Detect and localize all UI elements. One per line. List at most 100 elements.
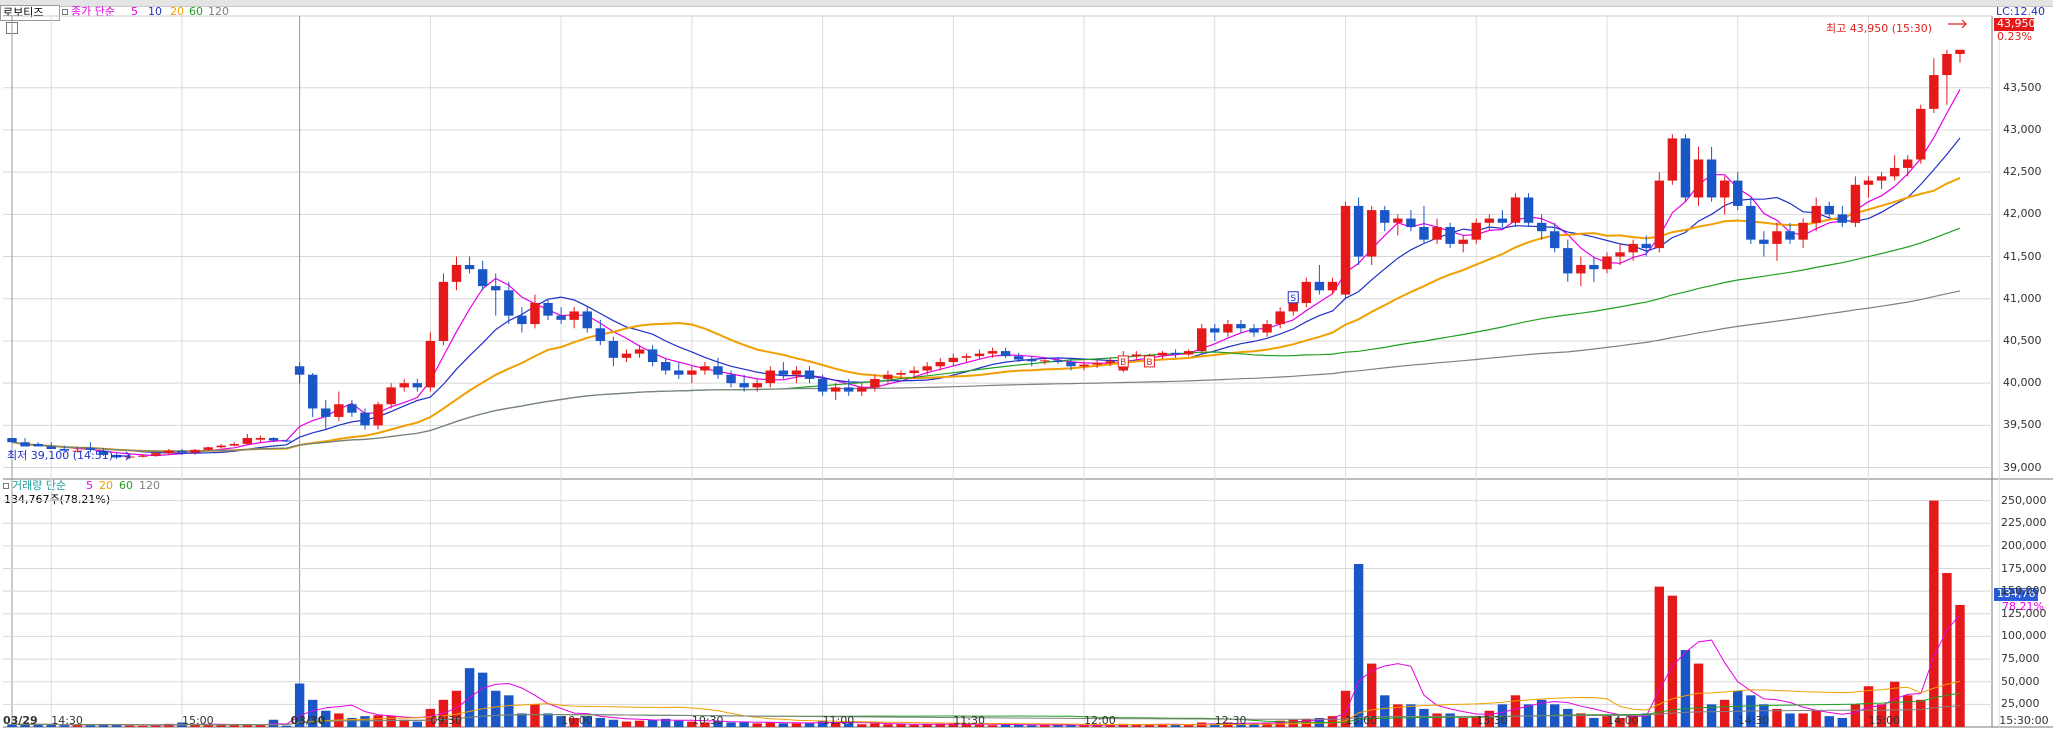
volume-bar — [883, 724, 893, 727]
volume-bar — [1013, 724, 1024, 727]
candle-body — [412, 383, 422, 388]
volume-bar — [674, 720, 684, 727]
candle-body — [647, 349, 658, 363]
volume-tick-label: 175,000 — [2001, 561, 2047, 575]
candle-body — [713, 366, 723, 375]
ma60-legend[interactable]: 60 — [189, 5, 203, 18]
volume-bar — [948, 723, 959, 727]
candle-body — [1733, 180, 1743, 206]
candle-body — [817, 378, 828, 392]
candle-body — [1902, 159, 1913, 168]
candle-body — [1183, 351, 1194, 355]
candle-body — [844, 387, 854, 392]
volume-info: 134,767주(78.21%) — [4, 493, 111, 506]
volume-bar — [1759, 704, 1769, 727]
candle-body — [1798, 222, 1808, 240]
candle-body — [687, 370, 697, 375]
signal-marker-box — [1143, 355, 1155, 368]
volume-bar — [1432, 713, 1442, 727]
vol-ma60-legend[interactable]: 60 — [119, 479, 133, 492]
volume-bar — [569, 717, 579, 727]
ma20-line — [11, 177, 1961, 453]
candle-body — [1680, 138, 1691, 198]
time-tick-label: 12:00 — [1084, 714, 1116, 727]
high-arrow-icon — [1948, 19, 1967, 29]
price-legend-label[interactable]: 종가 단순 — [71, 5, 115, 18]
vol-ma5-legend[interactable]: 5 — [86, 479, 93, 492]
volume-bar — [556, 716, 566, 727]
current-change: 0.23% — [1997, 30, 2032, 43]
ma5-legend[interactable]: 5 — [131, 5, 138, 18]
vol-ma20-legend[interactable]: 20 — [99, 479, 113, 492]
volume-bar — [1366, 663, 1377, 727]
time-tick-label: 14:00 — [1607, 714, 1639, 727]
candle-body — [1210, 328, 1220, 333]
candle-body — [830, 387, 841, 392]
candle-body — [1366, 210, 1377, 257]
candle-body — [1602, 256, 1612, 270]
volume-bar — [1393, 704, 1403, 727]
ma10-legend[interactable]: 10 — [148, 5, 162, 18]
candle-body — [1641, 243, 1651, 249]
candle-body — [7, 438, 17, 443]
volume-bar — [1916, 699, 1926, 727]
candle-body — [1380, 210, 1390, 223]
candle-body — [268, 438, 279, 441]
candle-body — [1746, 205, 1756, 240]
signal-marker-label: B — [1120, 358, 1126, 368]
time-tick-label: 13:00 — [1345, 714, 1378, 727]
candle-body — [1406, 218, 1416, 228]
candle-body — [595, 328, 606, 341]
candle-body — [1262, 324, 1272, 333]
ma120-legend[interactable]: 120 — [208, 5, 229, 18]
volume-bar — [412, 721, 422, 727]
candle-body — [621, 353, 632, 358]
time-tick-label: 15:30:00 — [1999, 714, 2049, 727]
volume-bar — [1667, 595, 1678, 727]
ma20-legend[interactable]: 20 — [170, 5, 184, 18]
volume-bar — [1445, 713, 1455, 727]
candle-body — [1824, 205, 1834, 215]
candle-body — [216, 445, 226, 448]
volume-bar — [1719, 699, 1730, 727]
candle-body — [59, 448, 70, 451]
candle-body — [1027, 359, 1037, 362]
volume-bar — [1262, 722, 1272, 727]
candle-body — [961, 356, 972, 358]
candle-body — [373, 404, 383, 426]
ma60-line — [11, 227, 1961, 452]
volume-bar — [1497, 704, 1508, 727]
candle-body — [360, 412, 370, 426]
candle-body — [948, 357, 959, 363]
volume-bar — [1301, 718, 1312, 727]
candle-body — [870, 378, 880, 388]
candle-body — [177, 450, 187, 453]
volume-tick-label: 50,000 — [2001, 674, 2040, 688]
volume-bar — [307, 699, 318, 727]
candle-body — [1497, 218, 1508, 223]
volume-bar — [281, 725, 292, 727]
volume-bar — [1615, 717, 1625, 727]
candle-body — [1157, 352, 1168, 356]
candle-body — [425, 340, 436, 388]
volume-tick-label: 200,000 — [2001, 538, 2047, 552]
volume-bar — [935, 723, 945, 727]
volume-bar — [974, 724, 985, 727]
candle-body — [294, 366, 305, 375]
candle-body — [1170, 352, 1181, 355]
candle-body — [1889, 167, 1900, 177]
vol-ma120-legend[interactable]: 120 — [139, 479, 160, 492]
candle-body — [1000, 351, 1011, 357]
volume-bar — [504, 695, 514, 727]
candle-body — [1719, 180, 1730, 198]
volume-bar — [1628, 716, 1638, 727]
volume-bar — [543, 713, 553, 727]
time-tick-label: 03/30 — [290, 714, 326, 727]
candle-body — [464, 264, 475, 270]
volume-bar — [33, 724, 43, 727]
candle-body — [1092, 362, 1102, 365]
signal-marker-box — [1117, 355, 1129, 368]
last-update-tag: LC:12.40 — [1996, 5, 2046, 18]
volume-legend-label[interactable]: 거래량 단순 — [12, 479, 67, 492]
